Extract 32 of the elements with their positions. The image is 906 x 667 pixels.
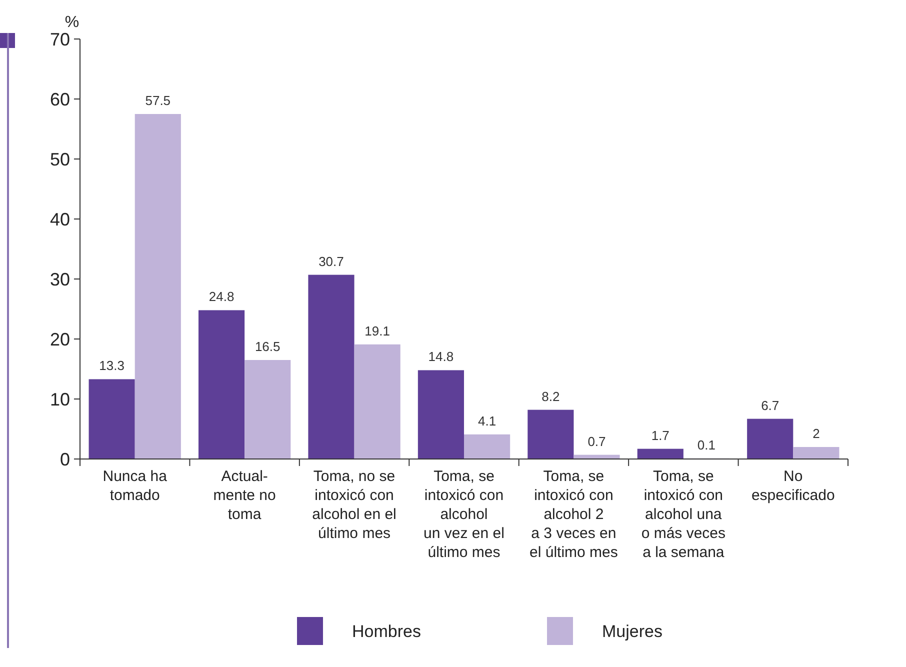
data-label: 8.2 [542,388,560,404]
data-label: 1.7 [651,428,670,443]
data-label: 14.8 [428,349,454,364]
data-label: 57.5 [145,93,171,108]
y-tick-label: 70 [50,29,70,50]
x-tick-label: Toma, no se intoxicó con alcohol en el último mes [312,468,396,542]
x-tick-label: Nunca ha tomado [102,468,168,504]
x-tick-label: Toma, se intoxicó con alcohol una o más veces a la semana [641,468,726,561]
x-tick-label: No especificado [751,468,835,504]
data-label: 30.7 [318,254,344,269]
y-tick-label: 10 [50,389,70,410]
data-label: 19.1 [364,323,390,338]
y-tick-label: 50 [50,149,70,170]
data-label: 13.3 [99,358,124,374]
y-tick-label: 60 [50,89,70,110]
data-label: 16.5 [254,339,280,354]
legend-label: Mujeres [602,622,662,641]
legend-label: Hombres [352,622,421,641]
y-tick-label: 40 [50,209,70,230]
data-label: 24.8 [208,289,234,304]
x-tick-label: Actual- mente no toma [213,468,276,523]
y-tick-label: 30 [50,269,70,290]
data-label: 0.7 [588,434,606,449]
x-tick-label: Toma, se intoxicó con alcohol un vez en el último mes [424,468,504,561]
y-axis-title: % [64,14,80,31]
x-tick-label: Toma, se intoxicó con alcohol 2 a 3 veces en el último mes [530,468,618,561]
data-label: 2 [812,426,820,441]
y-tick-label: 20 [50,329,70,350]
data-label: 6.7 [761,398,780,413]
y-tick-label: 0 [60,449,70,470]
data-label: 4.1 [478,413,496,428]
data-label: 0.1 [697,437,716,452]
